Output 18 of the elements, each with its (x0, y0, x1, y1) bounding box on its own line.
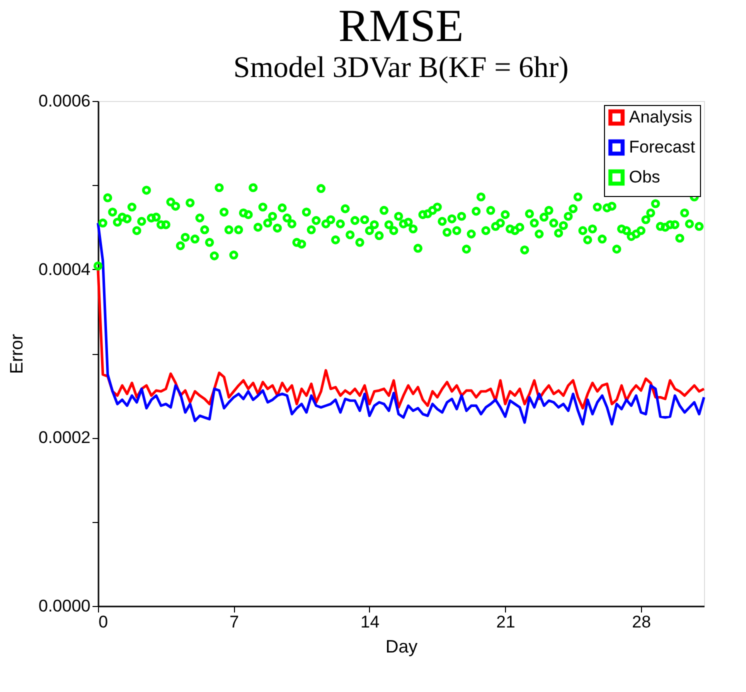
y-tick-label: 0.0002 (38, 428, 90, 448)
legend-label: Forecast (629, 138, 696, 156)
y-axis-title: Error (6, 334, 27, 374)
x-tick-label: 7 (230, 612, 239, 632)
x-axis-title: Day (385, 636, 418, 656)
y-tick-label: 0.0006 (38, 92, 90, 110)
x-tick-label: 14 (360, 612, 380, 632)
x-tick-label: 0 (98, 612, 108, 632)
y-tick-label: 0.0004 (38, 260, 90, 279)
x-tick-label: 21 (496, 612, 516, 632)
chart-subtitle: Smodel 3DVar B(KF = 6hr) (233, 51, 569, 84)
line-series (96, 268, 706, 410)
y-tick-label: 0.0000 (38, 596, 90, 616)
x-tick-label: 28 (632, 612, 651, 632)
legend-label: Obs (629, 168, 660, 186)
chart-title: RMSE (338, 0, 464, 51)
legend-label: Analysis (629, 108, 692, 126)
line-series (96, 222, 706, 426)
